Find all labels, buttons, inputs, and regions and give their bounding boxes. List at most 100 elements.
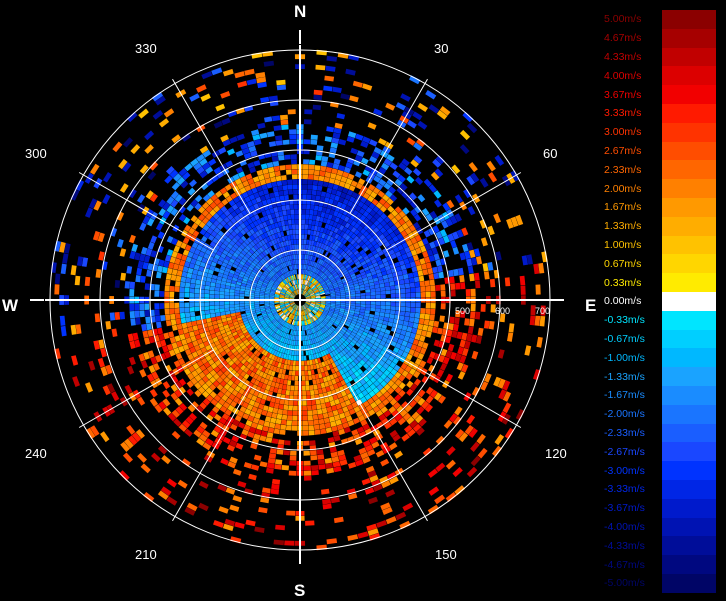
echo-cell: [295, 341, 297, 346]
echo-cell: [291, 164, 297, 169]
echo-cell: [498, 349, 505, 359]
echo-cell: [288, 109, 296, 114]
echo-cell: [376, 302, 381, 306]
echo-cell: [290, 139, 297, 144]
echo-cell: [313, 210, 317, 215]
echo-cell: [356, 304, 361, 307]
echo-cell: [326, 167, 332, 173]
echo-cell: [420, 313, 425, 319]
colorbar-level-label: 0.33m/s: [604, 277, 660, 289]
echo-cell: [129, 289, 134, 296]
colorbar-level: -5.00m/s: [604, 574, 722, 593]
echo-cell: [204, 294, 209, 298]
colorbar-level: -1.00m/s: [604, 348, 722, 367]
echo-cell: [329, 178, 335, 184]
echo-cell: [143, 492, 154, 502]
echo-cell: [290, 210, 294, 215]
echo-cell: [360, 307, 365, 310]
echo-cell: [272, 156, 279, 162]
echo-cell: [307, 410, 312, 415]
echo-cell: [313, 415, 318, 420]
echo-cell: [430, 285, 435, 291]
echo-cell: [110, 312, 115, 320]
echo-cell: [309, 160, 315, 165]
echo-cell: [120, 273, 126, 281]
echo-cell: [470, 311, 475, 319]
echo-cell: [267, 131, 275, 137]
echo-cell: [301, 254, 303, 259]
echo-cell: [185, 283, 190, 288]
colorbar-level: -2.33m/s: [604, 424, 722, 443]
colorbar-swatch: [662, 236, 716, 255]
echo-cell: [327, 56, 338, 62]
echo-cell: [530, 315, 536, 325]
echo-cell: [279, 404, 284, 409]
echo-cell: [269, 172, 275, 178]
echo-cell: [303, 441, 309, 446]
echo-cell: [313, 105, 321, 110]
echo-cell: [402, 269, 408, 275]
echo-cell: [205, 281, 210, 286]
echo-cell: [328, 411, 334, 417]
echo-cell: [269, 402, 275, 408]
echo-cell: [303, 164, 309, 169]
echo-cell: [191, 316, 196, 321]
echo-cell: [157, 328, 163, 335]
echo-cell: [366, 292, 371, 295]
echo-cell: [210, 310, 215, 314]
echo-cell: [166, 320, 172, 326]
echo-cell: [322, 408, 328, 414]
echo-cell: [536, 337, 542, 348]
echo-cell: [312, 380, 316, 385]
echo-cell: [376, 450, 385, 458]
echo-cell: [426, 303, 431, 309]
echo-cell: [71, 325, 77, 335]
echo-cell: [218, 506, 228, 514]
echo-cell: [157, 266, 163, 273]
echo-cell: [214, 291, 219, 295]
echo-cell: [276, 176, 282, 182]
echo-cell: [281, 125, 289, 130]
colorbar-level: 2.00m/s: [604, 179, 722, 198]
colorbar-level-label: -3.33m/s: [604, 483, 660, 495]
echo-cell: [294, 386, 298, 391]
echo-cell: [88, 361, 95, 371]
echo-cell: [186, 317, 192, 323]
echo-cell: [376, 305, 381, 309]
echo-cell: [251, 464, 259, 471]
echo-cell: [280, 399, 285, 404]
echo-cell: [268, 167, 274, 173]
echo-cell: [540, 316, 546, 327]
echo-cell: [150, 389, 158, 398]
echo-cell: [303, 254, 305, 259]
echo-cell: [196, 84, 207, 92]
echo-cell: [425, 286, 430, 292]
echo-cell: [274, 429, 280, 435]
colorbar-level-label: -4.33m/s: [604, 540, 660, 552]
echo-cell: [130, 318, 136, 326]
echo-cell: [185, 312, 190, 317]
echo-cell: [244, 303, 249, 306]
echo-cell: [481, 304, 486, 312]
echo-cell: [186, 278, 192, 284]
echo-cell: [371, 305, 376, 309]
echo-cell: [503, 402, 512, 413]
echo-cell: [400, 284, 405, 289]
echo-cell: [308, 170, 314, 175]
echo-cell: [486, 161, 496, 172]
echo-cell: [275, 171, 281, 177]
echo-cell: [159, 118, 169, 127]
echo-cell: [316, 404, 321, 409]
echo-cell: [297, 254, 299, 259]
echo-cell: [434, 495, 445, 505]
echo-cell: [181, 318, 187, 324]
echo-cell: [415, 313, 420, 318]
echo-cell: [304, 139, 311, 144]
echo-cell: [244, 301, 249, 303]
colorbar-level-label: -4.67m/s: [604, 559, 660, 571]
echo-cell: [326, 126, 334, 132]
colorbar-level-label: -3.00m/s: [604, 465, 660, 477]
echo-cell: [310, 140, 317, 145]
echo-cell: [410, 307, 415, 312]
echo-cell: [320, 196, 325, 202]
